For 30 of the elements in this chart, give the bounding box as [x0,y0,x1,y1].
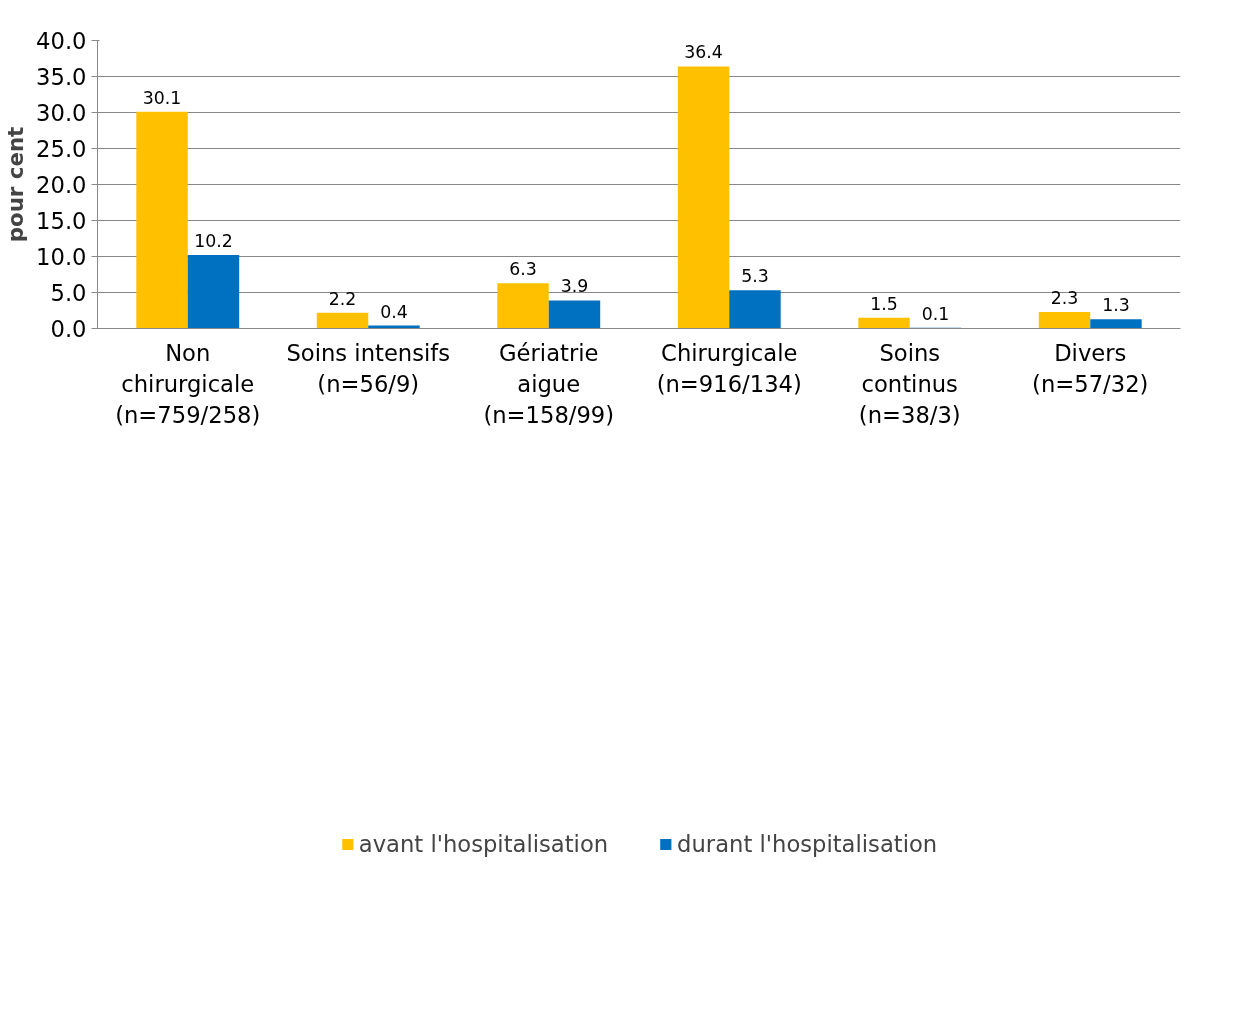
x-tick-label: Divers (n=57/32) [1032,339,1149,397]
data-label: 5.3 [741,266,769,287]
y-tick-label: 0.0 [50,316,87,342]
y-tick-label: 5.0 [50,280,87,306]
y-tick-label: 20.0 [36,172,87,198]
legend-label: durant l'hospitalisation [677,830,938,857]
y-tick-label: 25.0 [36,136,87,162]
x-tick-label: Soins intensifs (n=56/9) [286,339,451,397]
y-axis-title: pour cent [3,126,29,243]
y-tick-label: 10.0 [36,244,87,270]
y-tick-label: 40.0 [36,28,87,54]
x-tick-label: Chirurgicale (n=916/134) [656,339,802,397]
data-label: 6.3 [509,259,537,280]
data-label: 1.3 [1102,295,1130,316]
y-tick-label: 30.0 [36,100,87,126]
data-label: 0.4 [380,301,408,322]
legend-label: avant l'hospitalisation [358,830,609,857]
data-label: 0.1 [921,303,950,324]
y-tick-label: 15.0 [36,208,87,234]
data-label: 30.1 [142,87,182,108]
data-label: 36.4 [684,42,723,63]
data-label: 1.5 [870,293,898,314]
y-tick-label: 35.0 [36,64,87,90]
data-label: 2.3 [1050,287,1079,308]
x-tick-label: Gériatrie aigue (n=158/99) [483,339,615,428]
data-label: 10.2 [194,231,233,252]
x-tick-label: Soins continus (n=38/3) [858,339,961,428]
x-tick-label: Non chirurgicale (n=759/258) [115,339,261,428]
data-label: 2.2 [328,288,357,309]
data-label: 3.9 [560,276,589,297]
